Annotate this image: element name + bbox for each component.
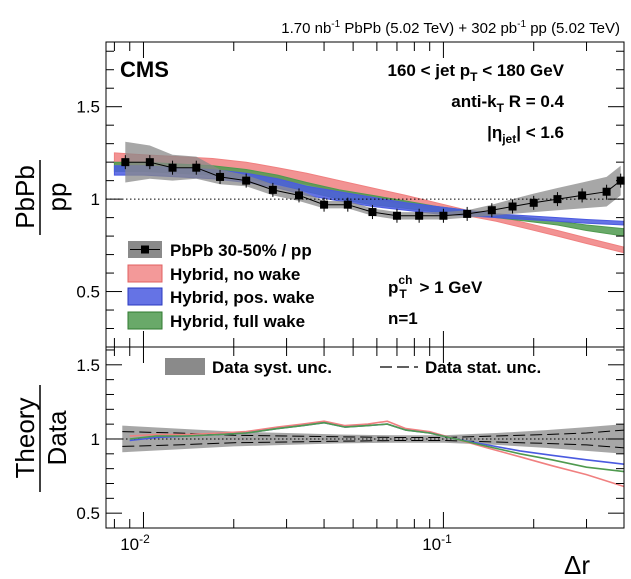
bottom-ticks: 0.5 1 1.5 [76, 347, 625, 529]
data-point [242, 176, 251, 185]
legend-full-wake-swatch [127, 311, 163, 330]
data-point [529, 198, 538, 207]
data-point [168, 163, 177, 172]
data-point [508, 202, 517, 211]
data-point [268, 185, 277, 194]
bottom-ylabel-denominator: Data [42, 410, 72, 465]
legend-data-label: PbPb 30-50% / pp [170, 241, 312, 260]
legend-data-entry: PbPb 30-50% / pp [128, 241, 312, 260]
data-point [121, 158, 130, 167]
legend-full-wake-label: Hybrid, full wake [170, 312, 305, 331]
xtick-label-1e-2: 10-2 [120, 532, 150, 554]
data-point [368, 208, 377, 217]
data-point [320, 200, 329, 209]
legend-full-wake-entry: Hybrid, full wake [127, 311, 305, 331]
top-data-points [121, 155, 625, 223]
top-legend: PbPb 30-50% / pp Hybrid, no wake Hybrid,… [127, 241, 315, 331]
data-point [602, 187, 611, 196]
bottom-line-hybrid-full-wake [129, 421, 625, 473]
legend-no-wake-entry: Hybrid, no wake [127, 264, 300, 284]
bottom-ylabel-numerator: Theory [10, 398, 40, 479]
data-point [487, 206, 496, 215]
data-point [415, 211, 424, 220]
data-point [216, 172, 225, 181]
top-ytick-label: 1.5 [76, 98, 100, 117]
bottom-legend: Data syst. unc. Data stat. unc. [165, 358, 541, 377]
top-ylabel-denominator: pp [42, 183, 72, 212]
data-point [294, 191, 303, 200]
legend-no-wake-label: Hybrid, no wake [170, 265, 300, 284]
legend-syst-label: Data syst. unc. [212, 358, 332, 377]
data-point [439, 211, 448, 220]
data-point [463, 209, 472, 218]
track-pt-cut: pch T > 1 GeV [388, 273, 483, 301]
top-ytick-label: 1 [91, 190, 100, 209]
jet-pt-cut: 160 < jet pT < 180 GeV [387, 61, 564, 84]
legend-syst-swatch [165, 358, 205, 375]
xtick-label-1e-1: 10-1 [422, 532, 452, 554]
legend-stat-label: Data stat. unc. [425, 358, 541, 377]
bottom-frame [105, 346, 625, 529]
jet-algorithm: anti-kT R = 0.4 [451, 92, 564, 115]
top-data-syst-area [125, 141, 621, 220]
data-point [145, 158, 154, 167]
top-data-connector [125, 161, 622, 217]
top-ticks: 0.5 1 1.5 [76, 42, 625, 348]
bottom-ytick-label: 0.5 [76, 504, 100, 523]
bottom-model-lines [129, 420, 625, 488]
data-point [343, 200, 352, 209]
luminosity-header: 1.70 nb-1 PbPb (5.02 TeV) + 302 pb-1 pp … [281, 19, 620, 37]
bottom-ytick-label: 1.5 [76, 356, 100, 375]
top-data-syst-band [125, 141, 621, 220]
bottom-ylabel: Theory Data [10, 385, 72, 492]
data-point [578, 191, 587, 200]
x-axis-label: Δr [564, 550, 590, 579]
cms-label: CMS [120, 57, 169, 82]
bottom-ytick-label: 1 [91, 430, 100, 449]
data-point [553, 195, 562, 204]
legend-pos-wake-entry: Hybrid, pos. wake [127, 287, 315, 307]
top-panel: 0.5 1 1.5 CMS 160 < jet pT < 180 GeV anti-… [10, 41, 625, 348]
bottom-syst-area [122, 424, 625, 454]
legend-pos-wake-label: Hybrid, pos. wake [170, 288, 315, 307]
eta-cut: |ηjet| < 1.6 [487, 123, 564, 146]
legend-pos-wake-swatch [127, 287, 163, 306]
n-label: n=1 [388, 309, 418, 328]
legend-no-wake-swatch [127, 264, 163, 283]
top-ytick-label: 0.5 [76, 283, 100, 302]
data-point [392, 211, 401, 220]
bottom-panel: 0.511.5 Data syst. unc. Data stat. unc. … [10, 346, 625, 529]
legend-data-marker [141, 245, 149, 254]
top-ylabel-numerator: PbPb [10, 165, 40, 229]
bottom-stat-lower [122, 440, 625, 449]
top-ylabel: PbPb pp [10, 160, 72, 235]
bottom-syst-band [122, 424, 625, 454]
data-point [192, 163, 201, 172]
bottom-line-hybrid-no-wake [129, 420, 625, 488]
